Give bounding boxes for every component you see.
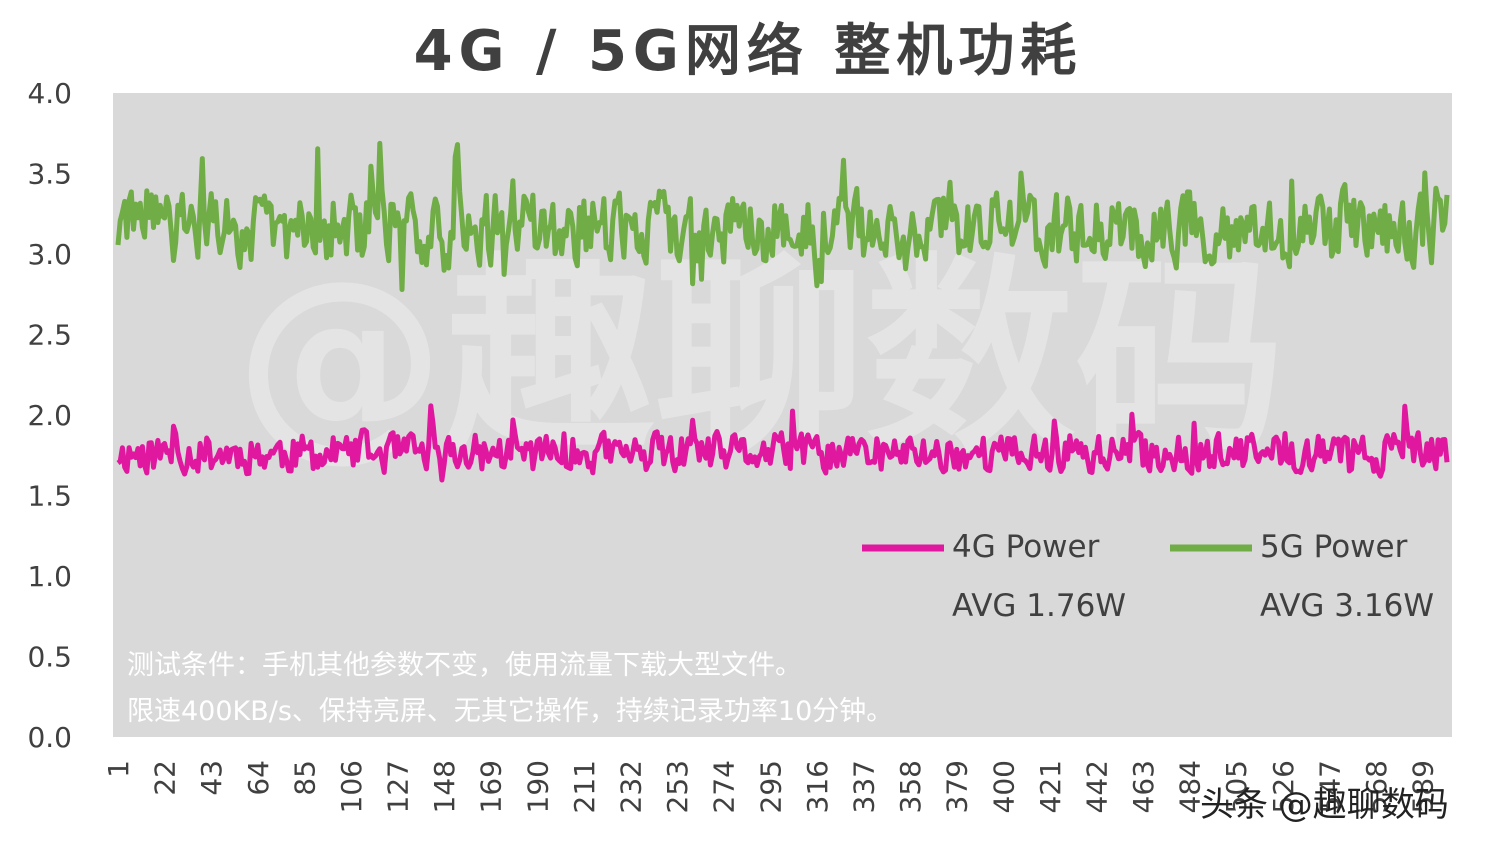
x-tick-label: 589 — [1407, 760, 1440, 813]
x-tick-label: 568 — [1360, 760, 1393, 813]
annotation-text: 测试条件：手机其他参数不变，使用流量下载大型文件。 — [127, 650, 802, 681]
y-axis: 0.0 0.5 1.0 1.5 2.0 2.5 3.0 3.5 4.0 — [27, 77, 72, 754]
x-tick-label: 400 — [987, 760, 1020, 813]
annotations: 测试条件：手机其他参数不变，使用流量下载大型文件。限速400KB/s、保持亮屏、… — [127, 650, 893, 727]
y-tick-label: 1.5 — [27, 480, 72, 513]
annotation-text: 限速400KB/s、保持亮屏、无其它操作，持续记录功率10分钟。 — [127, 696, 893, 727]
x-tick-label: 379 — [941, 760, 974, 813]
x-tick-label: 106 — [335, 760, 368, 813]
x-axis: 1 22 43 64 85 106 127 148 169 190 211 232 253 274 295 3… — [102, 760, 1440, 813]
x-tick-label: 85 — [288, 760, 321, 796]
x-tick-label: 169 — [475, 760, 508, 813]
y-tick-label: 3.5 — [27, 158, 72, 191]
x-tick-label: 295 — [754, 760, 787, 813]
x-tick-label: 505 — [1220, 760, 1253, 813]
x-tick-label: 232 — [615, 760, 648, 813]
x-tick-label: 547 — [1313, 760, 1346, 813]
y-tick-label: 2.0 — [27, 399, 72, 432]
x-tick-label: 253 — [661, 760, 694, 813]
x-tick-label: 421 — [1034, 760, 1067, 813]
average-label: AVG 3.16W — [1260, 588, 1434, 624]
x-tick-label: 64 — [242, 760, 275, 796]
x-tick-label: 484 — [1174, 760, 1207, 813]
y-tick-label: 1.0 — [27, 560, 72, 593]
plot-area — [113, 93, 1452, 737]
x-tick-label: 127 — [382, 760, 415, 813]
y-tick-label: 0.5 — [27, 641, 72, 674]
x-tick-label: 337 — [847, 760, 880, 813]
watermark-corner: 头条 @趣聊数码 — [1200, 785, 1449, 825]
y-tick-label: 0.0 — [27, 721, 72, 754]
x-tick-label: 22 — [149, 760, 182, 796]
x-tick-label: 463 — [1127, 760, 1160, 813]
y-tick-label: 4.0 — [27, 77, 72, 110]
x-tick-label: 358 — [894, 760, 927, 813]
x-tick-label: 1 — [102, 760, 135, 778]
x-tick-label: 316 — [801, 760, 834, 813]
series-line-4g — [116, 403, 1450, 483]
x-tick-label: 526 — [1267, 760, 1300, 813]
x-tick-label: 43 — [195, 760, 228, 796]
chart-title: 4G / 5G网络 整机功耗 — [413, 19, 1083, 84]
series-layer — [115, 140, 1450, 483]
x-tick-label: 211 — [568, 760, 601, 813]
legend: 4G Power AVG 1.76W 5G Power AVG 3.16W — [862, 529, 1434, 624]
average-label: AVG 1.76W — [952, 588, 1126, 624]
x-tick-label: 274 — [708, 760, 741, 813]
x-tick-label: 442 — [1080, 760, 1113, 813]
legend-label: 5G Power — [1260, 529, 1408, 565]
y-tick-label: 2.5 — [27, 319, 72, 352]
x-tick-label: 148 — [428, 760, 461, 813]
series-line-5g — [115, 140, 1450, 292]
y-tick-label: 3.0 — [27, 238, 72, 271]
x-tick-label: 190 — [521, 760, 554, 813]
legend-label: 4G Power — [952, 529, 1100, 565]
